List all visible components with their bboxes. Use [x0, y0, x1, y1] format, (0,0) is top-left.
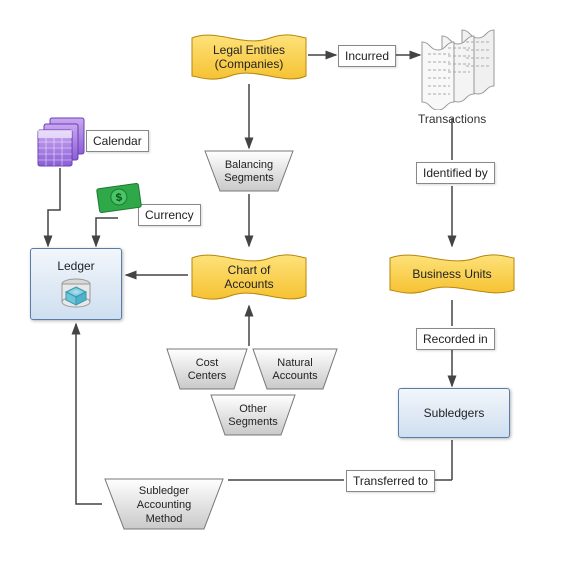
ledger-label: Ledger: [57, 259, 94, 273]
node-ledger: Ledger: [30, 248, 122, 320]
svg-text:Balancing: Balancing: [225, 159, 273, 171]
node-natural-accounts: Natural Accounts: [252, 348, 338, 390]
svg-text:(Companies): (Companies): [215, 57, 284, 71]
svg-text:Method: Method: [146, 513, 183, 525]
edge-label-identified: Identified by: [416, 162, 495, 184]
svg-text:Accounts: Accounts: [272, 370, 318, 382]
svg-text:Segments: Segments: [228, 416, 278, 428]
svg-text:Chart of: Chart of: [228, 263, 271, 277]
node-subledger-method: Subledger Accounting Method: [104, 478, 224, 526]
node-balancing-segments: Balancing Segments: [204, 150, 294, 192]
edge-label-calendar: Calendar: [86, 130, 149, 152]
node-chart-accounts: Chart of Accounts: [190, 248, 308, 310]
svg-text:Legal Entities: Legal Entities: [213, 43, 285, 57]
edge-label-incurred: Incurred: [338, 45, 396, 67]
edge-label-transferred: Transferred to: [346, 470, 435, 492]
calendar-icon: [34, 116, 90, 168]
svg-text:Business Units: Business Units: [412, 267, 491, 281]
subledgers-label: Subledgers: [424, 406, 485, 420]
svg-text:Other: Other: [239, 403, 267, 415]
svg-text:Accounting: Accounting: [137, 499, 191, 511]
edge-label-recorded: Recorded in: [416, 328, 495, 350]
node-cost-centers: Cost Centers: [166, 348, 248, 390]
currency-icon: $: [94, 178, 144, 214]
transactions-icon: [408, 24, 504, 110]
node-other-segments: Other Segments: [210, 394, 296, 436]
transactions-label: Transactions: [418, 112, 486, 126]
diagram-stage: Legal Entities (Companies) Chart of Acco…: [0, 0, 567, 572]
svg-text:Accounts: Accounts: [224, 277, 273, 291]
svg-text:Natural: Natural: [277, 357, 312, 369]
database-cube-icon: [58, 277, 94, 309]
svg-text:Subledger: Subledger: [139, 485, 189, 497]
edge-label-currency: Currency: [138, 204, 201, 226]
node-subledgers: Subledgers: [398, 388, 510, 438]
svg-text:Cost: Cost: [196, 357, 219, 369]
svg-text:Centers: Centers: [188, 370, 227, 382]
node-legal-entities: Legal Entities (Companies): [190, 28, 308, 90]
svg-text:Segments: Segments: [224, 172, 274, 184]
node-business-units: Business Units: [388, 248, 516, 304]
